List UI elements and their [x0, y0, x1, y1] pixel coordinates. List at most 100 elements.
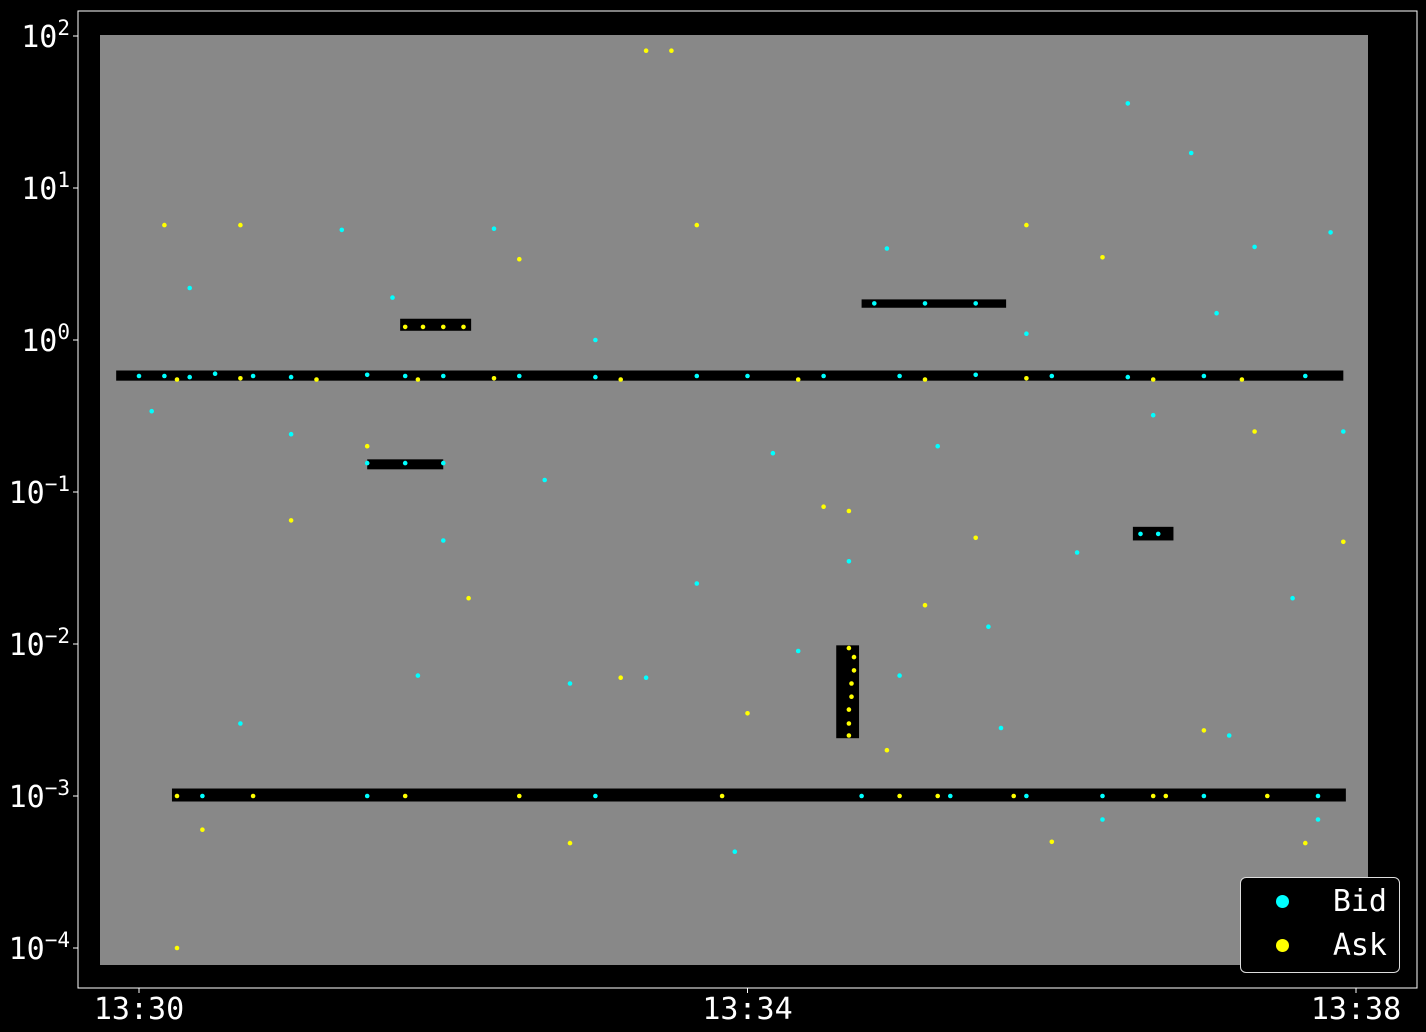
bid-point	[732, 849, 738, 854]
ask-point	[795, 377, 801, 382]
bid-point	[821, 373, 826, 379]
bid-point	[200, 793, 205, 799]
bid-point	[1125, 374, 1131, 380]
x-tick-label: 13:34	[702, 992, 792, 1027]
bid-point	[415, 673, 421, 678]
bid-point	[694, 373, 700, 379]
ask-point	[466, 595, 471, 601]
ask-point	[517, 793, 522, 799]
ask-point	[973, 535, 978, 541]
bid-point	[1290, 595, 1295, 601]
bid-point	[1138, 531, 1143, 537]
ask-point	[922, 377, 928, 382]
y-tick-label: 10−1	[9, 472, 70, 511]
bid-point	[846, 559, 852, 564]
bid-point	[986, 624, 991, 629]
x-tick-label: 13:30	[94, 992, 184, 1027]
legend-label-bid: Bid	[1332, 884, 1387, 919]
bid-point	[1328, 230, 1333, 235]
ask-point	[441, 324, 446, 330]
bid-point	[1188, 150, 1194, 156]
bid-point	[136, 373, 142, 379]
ask-point	[846, 707, 852, 712]
y-axis: 102 101 100 10−1 10−2 10−3 10−4	[9, 16, 78, 967]
bid-point	[517, 373, 522, 379]
ask-point	[461, 324, 466, 330]
bid-point	[1214, 310, 1219, 316]
ask-point	[719, 793, 725, 799]
bid-point	[402, 373, 408, 379]
band-2	[400, 318, 472, 331]
ask-point	[200, 827, 205, 832]
y-tick-label: 102	[21, 16, 70, 55]
bid-point	[1024, 331, 1029, 337]
band-6	[1132, 526, 1174, 541]
bid-point	[897, 673, 902, 678]
ask-point	[935, 793, 940, 799]
bid-point	[872, 301, 877, 306]
ask-point	[174, 377, 180, 382]
ask-points	[162, 48, 1346, 951]
bid-point	[859, 793, 864, 799]
bid-point	[1226, 733, 1232, 738]
bid-point	[1150, 412, 1156, 418]
bid-points	[136, 101, 1346, 854]
y-tick-label: 100	[21, 320, 70, 359]
bid-point	[1049, 373, 1055, 379]
bid-point	[593, 793, 598, 799]
y-tick-label: 101	[21, 168, 70, 207]
bid-point	[1155, 531, 1161, 537]
ask-point	[1049, 839, 1055, 845]
ask-point	[567, 840, 573, 846]
band-4	[861, 299, 1007, 308]
bid-point	[770, 450, 776, 456]
bid-point	[643, 675, 649, 680]
ask-point	[1163, 793, 1169, 799]
bid-point	[162, 373, 167, 379]
ask-point	[851, 668, 857, 673]
ask-point	[884, 747, 890, 753]
ask-point	[238, 376, 243, 381]
bid-point	[1024, 793, 1029, 799]
bid-point	[1303, 373, 1308, 379]
ask-point	[415, 377, 421, 382]
ask-point	[314, 377, 319, 382]
bid-point	[694, 581, 700, 586]
ask-point	[643, 48, 649, 53]
bid-point	[441, 373, 446, 379]
ask-point	[1252, 429, 1257, 434]
ask-point	[694, 222, 700, 228]
bid-point	[998, 725, 1004, 731]
ask-point	[1239, 377, 1245, 382]
band-0	[116, 370, 1344, 381]
legend-item-ask: Ask	[1241, 926, 1399, 966]
bid-point	[288, 374, 294, 380]
ask-point	[162, 222, 167, 228]
bid-point	[884, 246, 890, 251]
ask-point	[669, 48, 674, 53]
ask-point	[420, 324, 426, 330]
ask-point	[846, 721, 852, 726]
bid-point	[1125, 101, 1131, 106]
ask-point	[897, 793, 902, 799]
ask-point	[1265, 793, 1270, 799]
bid-point	[1201, 373, 1207, 379]
ask-point	[849, 681, 854, 686]
ask-point	[174, 945, 180, 951]
ask-point	[849, 694, 854, 699]
bid-point	[149, 408, 154, 414]
bid-point	[897, 373, 902, 379]
legend: Bid Ask	[1240, 877, 1400, 973]
bid-point	[1074, 550, 1080, 555]
y-tick-label: 10−4	[9, 928, 70, 967]
ask-point	[1024, 222, 1029, 228]
ask-point	[517, 256, 522, 262]
bid-point	[238, 721, 243, 726]
bid-point	[364, 460, 370, 466]
black-bands	[116, 299, 1346, 802]
bid-marker-icon	[1276, 895, 1289, 908]
plot-area	[100, 35, 1368, 965]
ask-point	[1024, 376, 1029, 381]
bid-point	[491, 226, 497, 231]
bid-point	[1252, 244, 1257, 250]
